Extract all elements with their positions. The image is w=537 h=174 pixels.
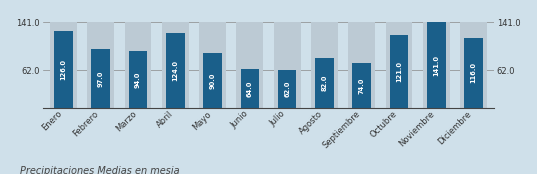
Bar [315,58,333,108]
Text: Precipitaciones Medias en mesia: Precipitaciones Medias en mesia [20,165,180,174]
Bar [311,22,338,108]
Text: 62.0: 62.0 [284,81,290,97]
Bar [427,22,446,108]
Bar [386,22,412,108]
Text: 126.0: 126.0 [61,59,67,80]
Bar [274,22,301,108]
Text: 74.0: 74.0 [359,77,365,94]
Text: 97.0: 97.0 [98,70,104,87]
Bar [352,63,371,108]
Bar [129,51,147,108]
Bar [204,53,222,108]
Bar [199,22,226,108]
Text: 116.0: 116.0 [470,62,476,83]
Text: 64.0: 64.0 [247,80,253,97]
Bar [349,22,375,108]
Text: 141.0: 141.0 [433,55,439,76]
Bar [166,33,185,108]
Bar [278,70,296,108]
Bar [50,22,77,108]
Bar [236,22,263,108]
Bar [460,22,487,108]
Text: 94.0: 94.0 [135,71,141,88]
Bar [88,22,114,108]
Bar [390,34,408,108]
Text: 121.0: 121.0 [396,61,402,82]
Bar [91,49,110,108]
Bar [125,22,151,108]
Text: 124.0: 124.0 [172,60,178,81]
Text: 82.0: 82.0 [322,75,328,91]
Bar [162,22,188,108]
Bar [423,22,449,108]
Bar [54,31,73,108]
Text: 90.0: 90.0 [209,72,215,89]
Bar [241,69,259,108]
Bar [464,38,483,108]
